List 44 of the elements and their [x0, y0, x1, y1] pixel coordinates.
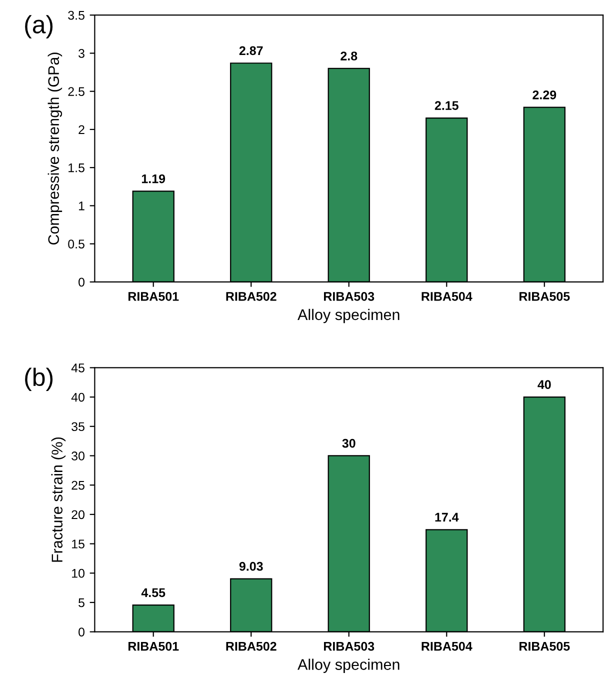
- y-tick-label: 0.5: [68, 240, 84, 248]
- y-tick-label: 40: [71, 392, 84, 402]
- y-tick-label: 3.5: [68, 10, 84, 20]
- y-tick-label: 0: [78, 628, 84, 636]
- x-tick-label: RIBA503: [324, 292, 374, 301]
- x-tick-label: RIBA502: [226, 642, 276, 651]
- y-axis-title: Fracture strain (%): [51, 437, 66, 562]
- y-tick-label: 2.5: [68, 87, 84, 96]
- y-tick-label: 20: [72, 510, 84, 520]
- x-tick-label: RIBA501: [128, 292, 179, 301]
- data-label: 2.8: [340, 52, 358, 60]
- x-tick-label: RIBA502: [226, 292, 276, 301]
- x-axis-title: Alloy specimen: [298, 658, 400, 673]
- y-tick-label: 2: [78, 125, 84, 134]
- data-label: 2.15: [434, 101, 458, 110]
- x-tick-label: RIBA501: [128, 642, 179, 651]
- y-tick-label: 0: [78, 278, 84, 287]
- data-label: 9.03: [239, 562, 263, 571]
- x-tick-label: RIBA504: [422, 292, 472, 301]
- y-axis-title: Compressive strength (GPa): [48, 52, 62, 245]
- data-label: 4.55: [141, 588, 166, 598]
- x-tick-label: RIBA504: [422, 642, 472, 651]
- y-tick-label: 15: [72, 540, 84, 548]
- x-tick-label: RIBA503: [324, 642, 374, 651]
- y-tick-label: 30: [72, 452, 84, 460]
- data-label: 2.87: [239, 46, 263, 56]
- x-axis-title: Alloy specimen: [298, 308, 400, 324]
- data-label: 1.19: [142, 174, 166, 184]
- y-tick-label: 25: [72, 480, 84, 490]
- y-tick-label: 45: [71, 364, 84, 372]
- chart-title: (a): [25, 15, 53, 38]
- x-tick-label: RIBA505: [520, 642, 570, 651]
- y-tick-label: 35: [72, 422, 84, 432]
- data-label: 2.29: [532, 90, 556, 100]
- y-tick-label: 10: [72, 568, 84, 578]
- chart-title: (b): [25, 368, 53, 391]
- data-label: 30: [342, 438, 356, 448]
- y-tick-label: 5: [78, 598, 84, 608]
- x-tick-label: RIBA505: [520, 292, 570, 301]
- y-tick-label: 1: [78, 202, 84, 210]
- data-label: 40: [538, 380, 551, 390]
- data-label: 17.4: [435, 512, 459, 522]
- y-tick-label: 3: [78, 49, 84, 58]
- y-tick-label: 1.5: [68, 164, 84, 172]
